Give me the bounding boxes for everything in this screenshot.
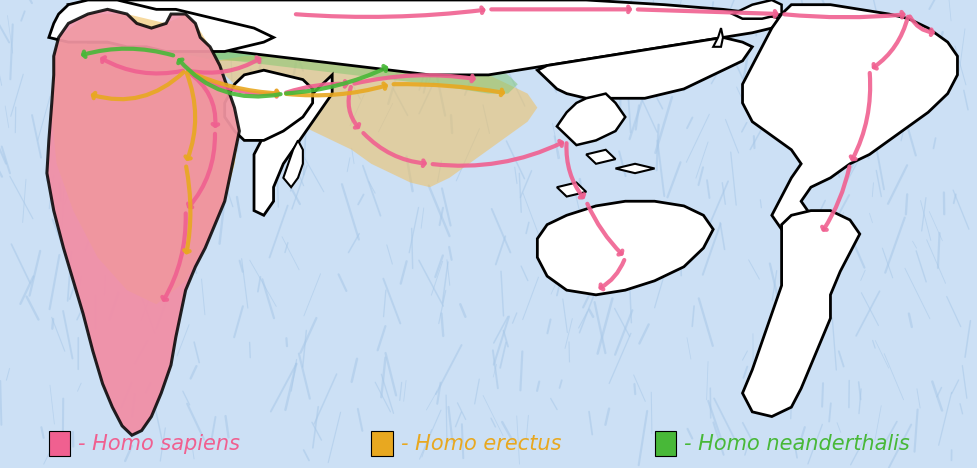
Polygon shape bbox=[49, 5, 303, 61]
Polygon shape bbox=[557, 183, 586, 197]
Polygon shape bbox=[586, 150, 616, 164]
Polygon shape bbox=[616, 164, 655, 173]
Polygon shape bbox=[47, 9, 239, 435]
Polygon shape bbox=[283, 140, 303, 187]
Polygon shape bbox=[215, 56, 537, 187]
Polygon shape bbox=[537, 201, 713, 295]
Text: - Homo sapiens: - Homo sapiens bbox=[78, 434, 240, 453]
Polygon shape bbox=[52, 14, 239, 304]
Polygon shape bbox=[254, 75, 332, 215]
Polygon shape bbox=[743, 5, 957, 239]
Polygon shape bbox=[713, 28, 723, 47]
Polygon shape bbox=[52, 14, 239, 304]
Polygon shape bbox=[47, 9, 239, 435]
Polygon shape bbox=[537, 37, 752, 98]
Polygon shape bbox=[98, 37, 518, 94]
Polygon shape bbox=[225, 70, 313, 140]
FancyBboxPatch shape bbox=[371, 431, 393, 456]
Polygon shape bbox=[733, 0, 782, 19]
FancyBboxPatch shape bbox=[655, 431, 676, 456]
FancyBboxPatch shape bbox=[49, 431, 70, 456]
Polygon shape bbox=[743, 211, 860, 417]
Polygon shape bbox=[49, 0, 274, 51]
Text: - Homo erectus: - Homo erectus bbox=[401, 434, 561, 453]
Polygon shape bbox=[557, 94, 625, 145]
Polygon shape bbox=[68, 0, 782, 75]
Text: - Homo neanderthalis: - Homo neanderthalis bbox=[684, 434, 910, 453]
